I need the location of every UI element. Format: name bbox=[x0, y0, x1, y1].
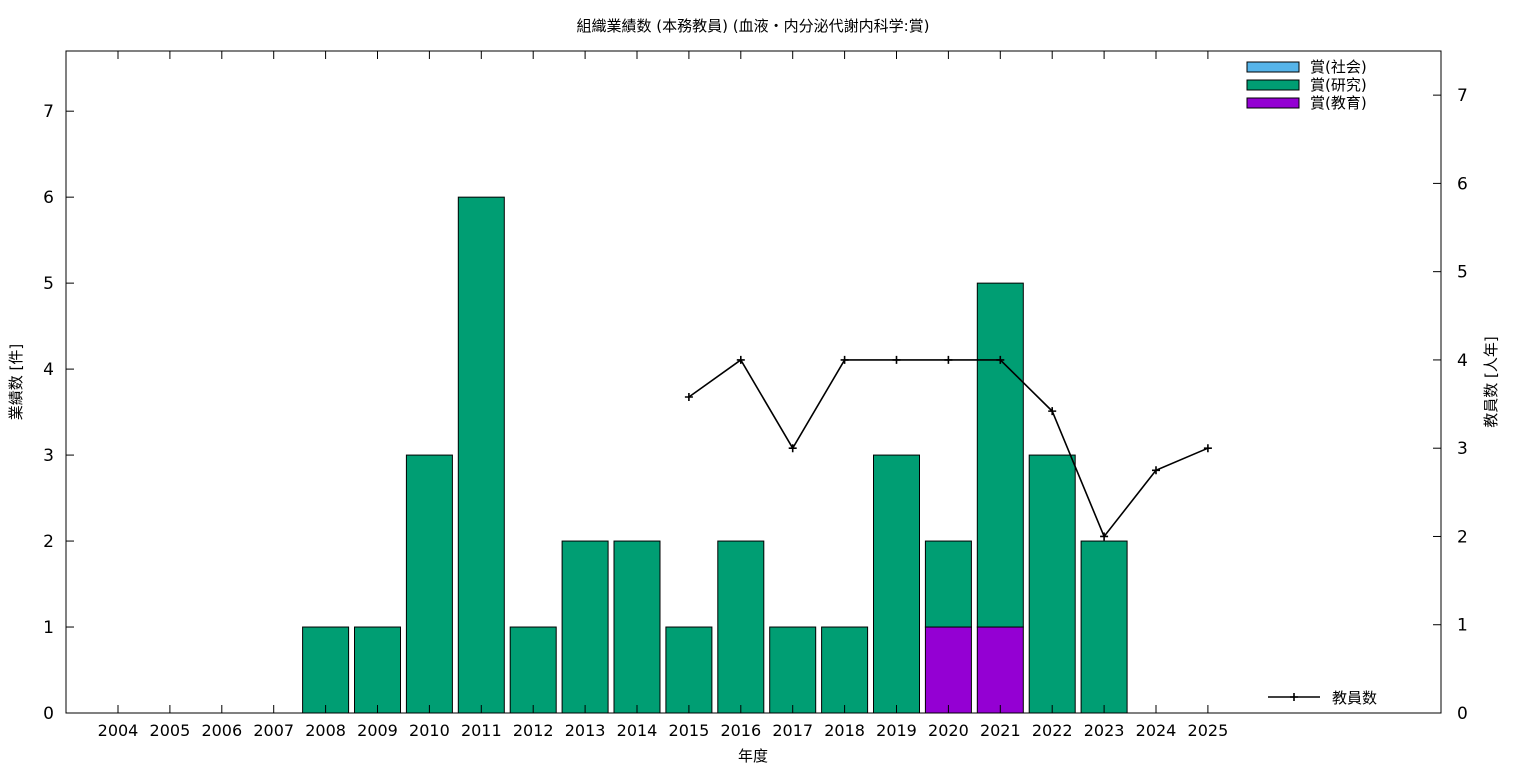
x-tick-label: 2011 bbox=[461, 721, 502, 740]
y-tick-label: 5 bbox=[43, 274, 54, 294]
bar-2008-series-1 bbox=[302, 626, 350, 714]
x-tick-label: 2023 bbox=[1084, 721, 1125, 740]
y2-tick-label: 4 bbox=[1457, 351, 1468, 371]
y-axis-label: 業績数 [件] bbox=[7, 344, 25, 420]
x-tick-label: 2017 bbox=[772, 721, 813, 740]
bar-2022-series-1 bbox=[1028, 454, 1076, 714]
bar-2017-series-1 bbox=[769, 626, 817, 714]
legend: 賞(社会)賞(研究)賞(教育) 教員数 bbox=[1246, 58, 1377, 707]
x-tick-label: 2009 bbox=[357, 721, 398, 740]
line-point-marker bbox=[840, 355, 849, 364]
x-tick-label: 2007 bbox=[253, 721, 294, 740]
x-tick-label: 2006 bbox=[201, 721, 242, 740]
line-point-marker bbox=[1100, 532, 1109, 541]
x-tick-label: 2019 bbox=[876, 721, 917, 740]
bar-2009-series-1 bbox=[354, 626, 401, 714]
y-tick-label: 3 bbox=[43, 446, 54, 466]
y-tick-label: 0 bbox=[43, 704, 54, 724]
bar-2020-series-1 bbox=[924, 540, 972, 628]
y-tick-label: 7 bbox=[43, 102, 54, 122]
y2-axis-label: 教員数 [人年] bbox=[1482, 336, 1500, 427]
y2-tick-label: 0 bbox=[1457, 704, 1468, 724]
x-tick-label: 2008 bbox=[305, 721, 346, 740]
x-tick-label: 2021 bbox=[980, 721, 1021, 740]
bar-2012-series-1 bbox=[509, 626, 557, 714]
y2-tick-label: 5 bbox=[1457, 263, 1468, 283]
bar-2013-series-1 bbox=[561, 540, 609, 714]
line-point-marker bbox=[1152, 466, 1160, 475]
line-point-marker bbox=[944, 355, 953, 364]
chart-title: 組織業績数 (本務教員) (血液・内分泌代謝内科学:賞) bbox=[576, 17, 929, 35]
x-tick-label: 2010 bbox=[409, 721, 450, 740]
legend-swatch bbox=[1246, 61, 1300, 73]
bar-2018-series-1 bbox=[821, 626, 869, 714]
bars-group bbox=[302, 196, 1128, 714]
legend-label: 賞(教育) bbox=[1310, 94, 1367, 112]
line-point-marker bbox=[892, 355, 901, 364]
x-tick-label: 2016 bbox=[720, 721, 761, 740]
line-point-marker bbox=[1203, 444, 1212, 453]
line-point-marker bbox=[996, 355, 1005, 364]
x-tick-label: 2004 bbox=[98, 721, 139, 740]
bar-2010-series-1 bbox=[405, 454, 453, 714]
x-tick-label: 2025 bbox=[1188, 721, 1229, 740]
y2-tick-label: 1 bbox=[1457, 616, 1468, 636]
y-tick-label: 4 bbox=[43, 360, 54, 380]
bar-2019-series-1 bbox=[873, 454, 920, 714]
x-tick-label: 2018 bbox=[824, 721, 865, 740]
x-tick-label: 2013 bbox=[565, 721, 606, 740]
line-series-group bbox=[684, 355, 1212, 541]
bar-2021-series-0 bbox=[976, 626, 1024, 714]
line-point-marker bbox=[736, 355, 745, 364]
line-point-marker bbox=[788, 444, 797, 453]
bar-2015-series-1 bbox=[665, 626, 713, 714]
legend-label: 賞(社会) bbox=[1310, 58, 1367, 76]
line-point-marker bbox=[1048, 407, 1057, 416]
bar-2020-series-0 bbox=[924, 626, 972, 714]
x-tick-label: 2020 bbox=[928, 721, 969, 740]
ticks-group: 2004 2005 2006 2007 2008 2009 2010 2011 2012 2013… bbox=[43, 51, 1468, 740]
legend-label: 教員数 bbox=[1332, 689, 1377, 707]
x-tick-label: 2024 bbox=[1136, 721, 1177, 740]
legend-label: 賞(研究) bbox=[1310, 76, 1367, 94]
y-tick-label: 1 bbox=[43, 618, 54, 638]
bar-2021-series-1 bbox=[976, 282, 1024, 628]
line-series-path bbox=[688, 358, 1209, 539]
bar-2023-series-1 bbox=[1080, 540, 1128, 714]
x-tick-label: 2012 bbox=[513, 721, 554, 740]
legend-swatch bbox=[1246, 79, 1300, 91]
plot-frame bbox=[65, 50, 1442, 714]
x-tick-label: 2022 bbox=[1032, 721, 1073, 740]
x-axis-label: 年度 bbox=[738, 747, 768, 765]
legend-swatch bbox=[1246, 97, 1300, 109]
y2-tick-label: 3 bbox=[1457, 439, 1468, 459]
bar-2014-series-1 bbox=[613, 540, 661, 714]
y-tick-label: 6 bbox=[43, 188, 54, 208]
bar-2011-series-1 bbox=[457, 196, 505, 714]
legend-line-marker bbox=[1290, 693, 1298, 701]
x-tick-label: 2005 bbox=[150, 721, 191, 740]
x-tick-label: 2014 bbox=[617, 721, 658, 740]
y2-tick-label: 2 bbox=[1457, 527, 1468, 547]
x-tick-label: 2015 bbox=[669, 721, 710, 740]
bar-2016-series-1 bbox=[717, 540, 765, 714]
line-point-marker bbox=[684, 393, 693, 402]
y2-tick-label: 7 bbox=[1457, 86, 1468, 106]
y-tick-label: 2 bbox=[43, 532, 54, 552]
y2-tick-label: 6 bbox=[1457, 174, 1468, 194]
